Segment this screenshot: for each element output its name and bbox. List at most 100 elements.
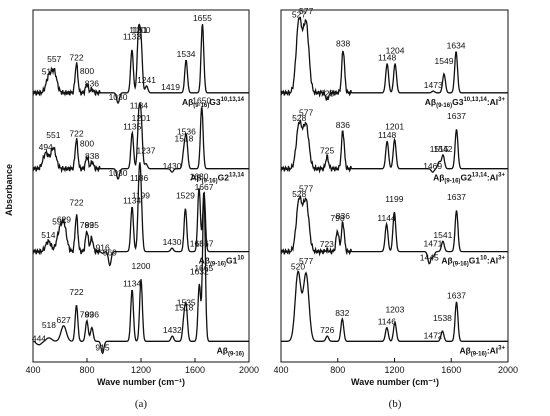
peak-label: 1135: [123, 122, 142, 132]
peak-label: 594: [52, 216, 66, 226]
peak-label: 1199: [385, 194, 404, 204]
series-label: Aβ(9-16)G110:Al3+: [441, 256, 505, 268]
peak-label: 514: [41, 230, 55, 240]
x-tick-label: 400: [25, 365, 40, 375]
peak-label: 1472: [424, 330, 443, 340]
peak-label: 1631: [190, 239, 209, 249]
peak-label: 1471: [423, 239, 442, 249]
peak-label: 1667: [195, 239, 214, 249]
x-tick-label: 1600: [185, 365, 205, 375]
peak-label: 1473: [424, 80, 443, 90]
peak-label: 722: [69, 287, 83, 297]
panel-b: 52757772583811481204147315491634Aβ(9-16)…: [273, 6, 518, 410]
peak-label: 1469: [423, 161, 442, 171]
peak-label: 722: [69, 52, 83, 62]
peak-label: 518: [42, 320, 56, 330]
peak-label: 1199: [132, 191, 151, 201]
peak-label: 1655: [193, 13, 212, 23]
peak-label: 1529: [176, 190, 195, 200]
peak-label: 1148: [378, 52, 397, 62]
peak-label: 836: [85, 78, 99, 88]
panel-a-label: (a): [135, 398, 148, 410]
spectrum-line: [32, 23, 249, 104]
spectrum-line: [281, 269, 508, 342]
peak-label: 1133: [123, 32, 142, 42]
peak-label: 1146: [378, 316, 397, 326]
x-tick-label: 1200: [131, 365, 151, 375]
peak-label: 1637: [447, 192, 466, 202]
peak-label: 838: [85, 151, 99, 161]
peak-label: 969: [103, 247, 117, 257]
x-tick-label: 800: [79, 365, 94, 375]
spectrum-line: [32, 101, 249, 180]
series-label: Aβ(9-16)G110: [199, 256, 245, 268]
peak-label: 725: [320, 89, 334, 99]
peak-label: 725: [320, 146, 334, 156]
peak-label: 723: [320, 239, 334, 249]
panel-a-y-axis-label: Absorbance: [4, 164, 14, 216]
peak-label: 1445: [420, 253, 439, 263]
peak-label: 916: [96, 242, 110, 252]
peak-label: 836: [85, 309, 99, 319]
spectrum-line: [280, 119, 508, 174]
x-tick-label: 800: [330, 365, 345, 375]
peak-label: 1534: [177, 49, 196, 59]
peak-label: 1634: [447, 40, 466, 50]
peak-label: 1536: [177, 127, 196, 137]
peak-label: 1200: [132, 25, 151, 35]
peak-label: 1134: [123, 196, 142, 206]
x-tick-label: 1600: [441, 365, 461, 375]
peak-label: 1535: [177, 298, 196, 308]
peak-label: 577: [299, 108, 313, 118]
panel-b-x-axis-label: Wave number (cm⁻¹): [351, 377, 439, 387]
x-tick-label: 400: [273, 365, 288, 375]
peak-label: 799: [80, 310, 94, 320]
x-tick-label: 2000: [239, 365, 259, 375]
peak-label: 517: [42, 66, 56, 76]
series-label: Aβ(9-16):Al3+: [459, 345, 505, 357]
peak-label: 577: [299, 184, 313, 194]
peak-label: 1667: [195, 182, 214, 192]
peak-label: 726: [320, 325, 334, 335]
peak-label: 528: [292, 189, 306, 199]
peak-label: 557: [47, 54, 61, 64]
peak-label: 577: [299, 6, 313, 16]
peak-label: 1637: [447, 111, 466, 121]
peak-label: 1186: [130, 173, 149, 183]
peak-label: 1650: [192, 96, 211, 106]
peak-label: 722: [69, 128, 83, 138]
panel-b-traces: 52757772583811481204147315491634Aβ(9-16)…: [280, 6, 508, 357]
peak-label: 1204: [386, 45, 405, 55]
peak-label: 551: [46, 130, 60, 140]
peak-label: 528: [292, 113, 306, 123]
peak-label: 1148: [378, 130, 397, 140]
peak-label: 527: [292, 9, 306, 19]
panel-b-label: (b): [389, 398, 402, 410]
peak-label: 798: [330, 213, 344, 223]
peak-label: 1549: [435, 56, 454, 66]
peak-label: 1541: [433, 230, 452, 240]
peak-label: 629: [57, 215, 71, 225]
peak-label: 1430: [163, 161, 182, 171]
peak-label: 1518: [174, 303, 193, 313]
peak-label: 915: [95, 342, 109, 352]
x-tick-label: 2000: [498, 365, 518, 375]
peak-label: 1201: [132, 113, 151, 123]
peak-label: 1181: [129, 25, 148, 35]
peak-label: 577: [299, 256, 313, 266]
spectrum-line: [280, 195, 508, 265]
peak-label: 1430: [163, 237, 182, 247]
peak-label: 1637: [447, 291, 466, 301]
spectrum-line: [280, 16, 508, 101]
peak-label: 832: [335, 308, 349, 318]
peak-label: 1134: [123, 279, 142, 289]
series-label: Aβ(9-16)G213,14:Al3+: [433, 173, 505, 185]
peak-label: 1241: [137, 75, 156, 85]
peak-label: 1237: [137, 146, 156, 156]
spectrum-line: [32, 191, 249, 355]
peak-label: 627: [57, 315, 71, 325]
panel-a-x-ticks: 400 800 1200 1600 2000: [25, 358, 259, 375]
